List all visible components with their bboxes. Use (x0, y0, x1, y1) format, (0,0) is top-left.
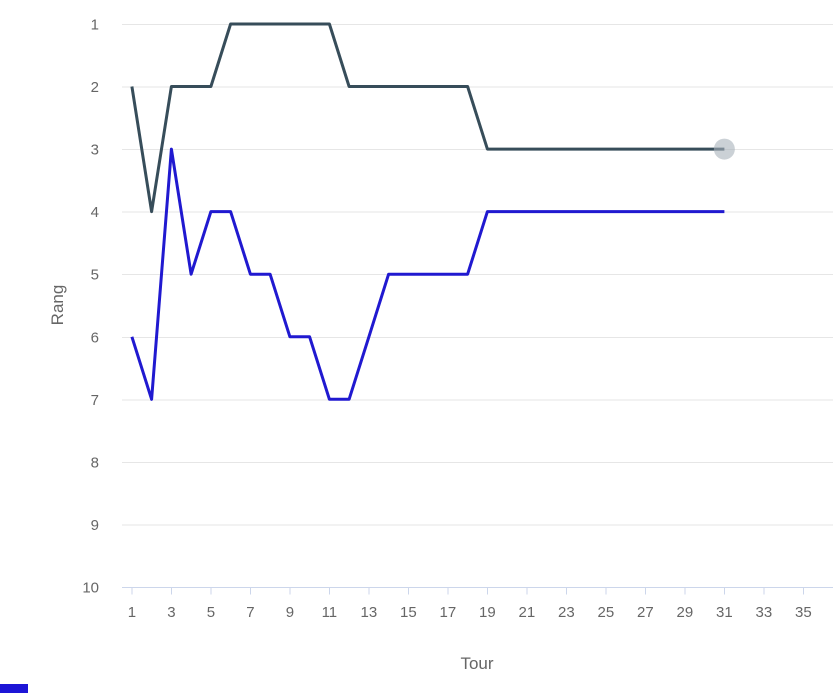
x-tick-label: 11 (322, 604, 338, 621)
x-tick-label: 19 (479, 604, 496, 621)
x-tick-label: 3 (167, 604, 175, 621)
y-tick-label: 2 (91, 79, 99, 96)
x-tick-label: 25 (598, 604, 615, 621)
series-line-blue (130, 147, 725, 401)
y-tick-label: 9 (91, 517, 99, 534)
x-tick-label: 13 (361, 604, 378, 621)
y-tick-label: 6 (91, 329, 99, 346)
y-tick-label: 10 (82, 579, 99, 596)
grid-layer (122, 24, 833, 588)
partial-element-fragment (0, 684, 28, 693)
y-tick-label: 7 (91, 392, 99, 409)
series-line-dark (130, 22, 725, 214)
x-tick-label: 27 (637, 604, 654, 621)
y-axis-title: Rang (48, 285, 67, 326)
y-tick-label: 8 (91, 454, 99, 471)
axis-layer (122, 587, 833, 595)
x-tick-label: 17 (440, 604, 457, 621)
x-tick-label: 23 (558, 604, 575, 621)
x-tick-label: 15 (400, 604, 417, 621)
x-tick-label: 1 (128, 604, 136, 621)
x-tick-label: 21 (519, 604, 536, 621)
y-tick-label: 4 (91, 204, 99, 221)
x-tick-label: 5 (207, 604, 215, 621)
x-tick-label: 9 (286, 604, 294, 621)
y-tick-label: 3 (91, 142, 99, 159)
y-tick-label: 1 (91, 17, 99, 34)
x-tick-label: 33 (756, 604, 773, 621)
y-tick-label: 5 (91, 267, 99, 284)
x-tick-label: 7 (246, 604, 254, 621)
series-layer (130, 22, 735, 401)
x-tick-label: 29 (677, 604, 694, 621)
x-tick-label: 31 (716, 604, 733, 621)
current-point-marker[interactable] (713, 138, 735, 160)
x-axis-title: Tour (460, 654, 493, 673)
x-tick-label: 35 (795, 604, 812, 621)
